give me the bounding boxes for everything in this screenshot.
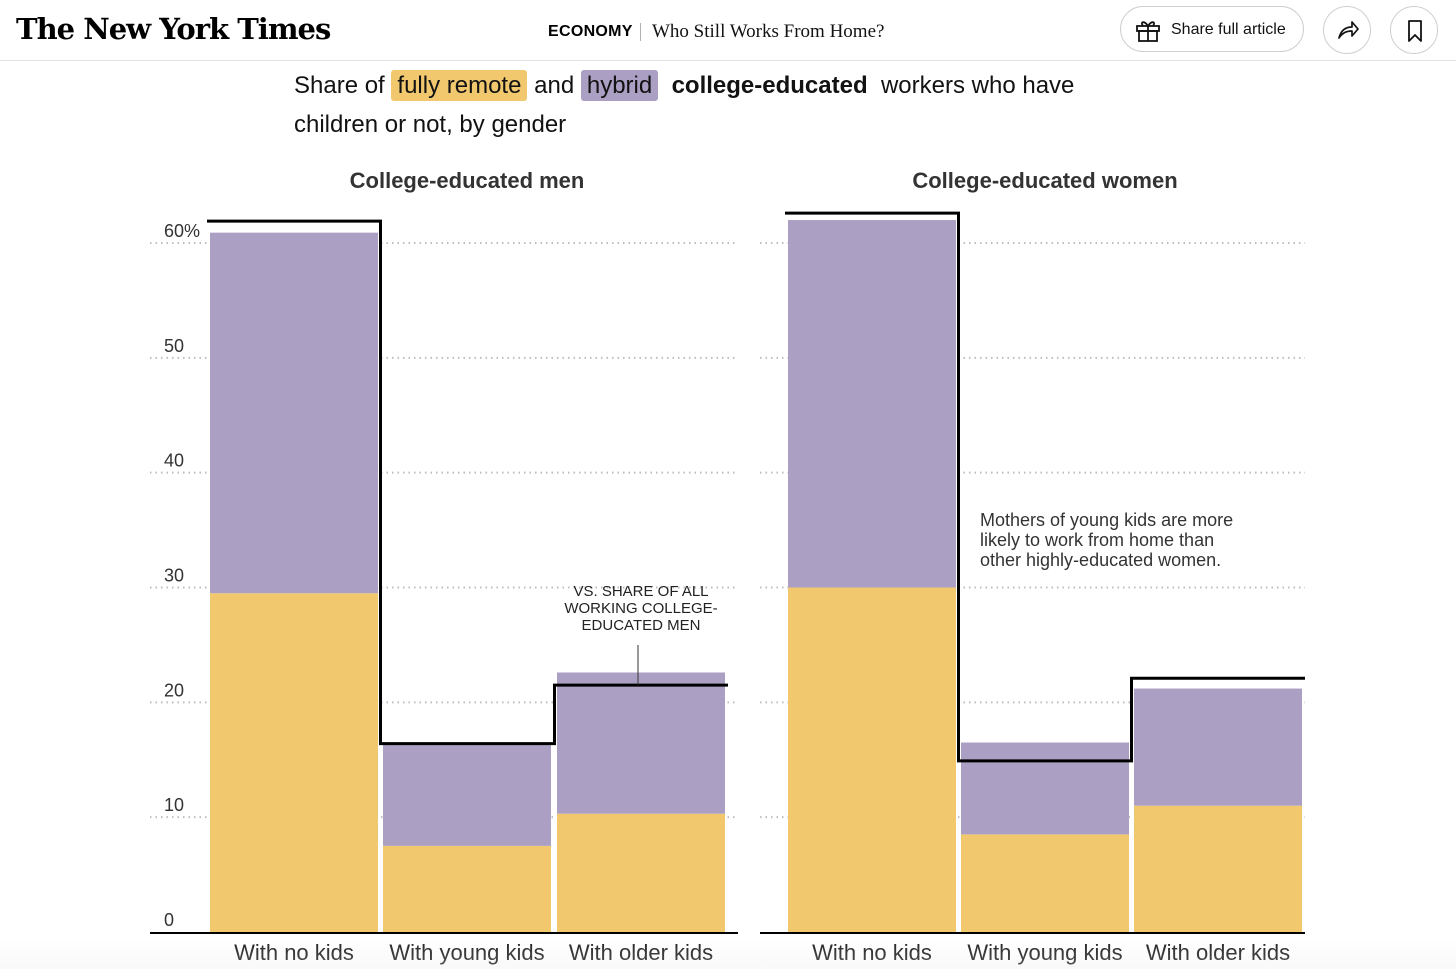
y-tick-label: 30 bbox=[164, 566, 184, 586]
benchmark-annotation: VS. SHARE OF ALL WORKING COLLEGE-EDUCATED… bbox=[564, 583, 717, 634]
nyt-logo[interactable]: The New York Times bbox=[16, 12, 331, 46]
share-arrow-icon bbox=[1338, 21, 1359, 39]
y-tick-label: 40 bbox=[164, 451, 184, 471]
annotation-line: Mothers of young kids are more bbox=[980, 510, 1233, 530]
bar-fully-remote bbox=[1134, 805, 1302, 932]
chart-subtitle: Share of fully remote and hybrid college… bbox=[294, 66, 1154, 144]
x-tick-label: With young kids bbox=[389, 940, 544, 965]
article-headline: Who Still Works From Home? bbox=[652, 21, 885, 42]
share-button-label: Share full article bbox=[1171, 21, 1286, 38]
bar-hybrid bbox=[788, 220, 956, 588]
mothers-annotation: Mothers of young kids are more likely to … bbox=[980, 510, 1233, 570]
x-tick-label: With older kids bbox=[1146, 940, 1290, 965]
bar-fully-remote bbox=[788, 587, 956, 932]
bar-hybrid bbox=[961, 742, 1129, 835]
subtitle-group: college-educated bbox=[671, 72, 868, 99]
divider bbox=[640, 23, 641, 41]
x-tick-label: With no kids bbox=[812, 940, 932, 965]
bar-fully-remote bbox=[557, 813, 725, 932]
gift-icon bbox=[1136, 21, 1160, 42]
x-tick-label: With older kids bbox=[569, 940, 713, 965]
annotation-line: EDUCATED MEN bbox=[582, 617, 701, 634]
subtitle-suffix: workers who have children or not, by gen… bbox=[294, 72, 1075, 138]
chart-title: College-educated men bbox=[350, 168, 585, 193]
top-bar: The New York Times ECONOMY Who Still Wor… bbox=[0, 0, 1456, 61]
section-label[interactable]: ECONOMY bbox=[548, 23, 633, 40]
annotation-line: other highly-educated women. bbox=[980, 550, 1221, 570]
share-button[interactable] bbox=[1323, 6, 1371, 54]
subtitle-and: and bbox=[534, 72, 575, 99]
y-tick-label: 60% bbox=[164, 221, 200, 241]
bar-hybrid bbox=[1134, 688, 1302, 806]
bar-fully-remote bbox=[961, 834, 1129, 932]
x-tick-label: With no kids bbox=[234, 940, 354, 965]
y-tick-label: 20 bbox=[164, 680, 184, 700]
chart-title: College-educated women bbox=[912, 168, 1177, 193]
bar-hybrid bbox=[383, 744, 551, 846]
legend-hybrid: hybrid bbox=[580, 70, 659, 101]
x-tick-label: With young kids bbox=[967, 940, 1122, 965]
y-tick-label: 10 bbox=[164, 795, 184, 815]
bar-fully-remote bbox=[210, 593, 378, 932]
annotation-line: WORKING COLLEGE- bbox=[564, 600, 717, 617]
share-full-article-button[interactable]: Share full article bbox=[1120, 6, 1304, 52]
annotation-line: likely to work from home than bbox=[980, 530, 1214, 550]
legend-fully-remote: fully remote bbox=[391, 70, 528, 101]
annotation-line: VS. SHARE OF ALL bbox=[573, 583, 708, 600]
bar-hybrid bbox=[210, 232, 378, 594]
y-tick-label: 50 bbox=[164, 336, 184, 356]
subtitle-prefix: Share of bbox=[294, 72, 385, 99]
benchmark-step-line bbox=[207, 219, 728, 746]
benchmark-step-line bbox=[785, 211, 1305, 763]
bookmark-button[interactable] bbox=[1390, 6, 1438, 54]
bookmark-icon bbox=[1408, 20, 1422, 42]
bar-fully-remote bbox=[383, 845, 551, 932]
y-tick-label: 0 bbox=[164, 910, 174, 930]
bar-hybrid bbox=[557, 672, 725, 814]
